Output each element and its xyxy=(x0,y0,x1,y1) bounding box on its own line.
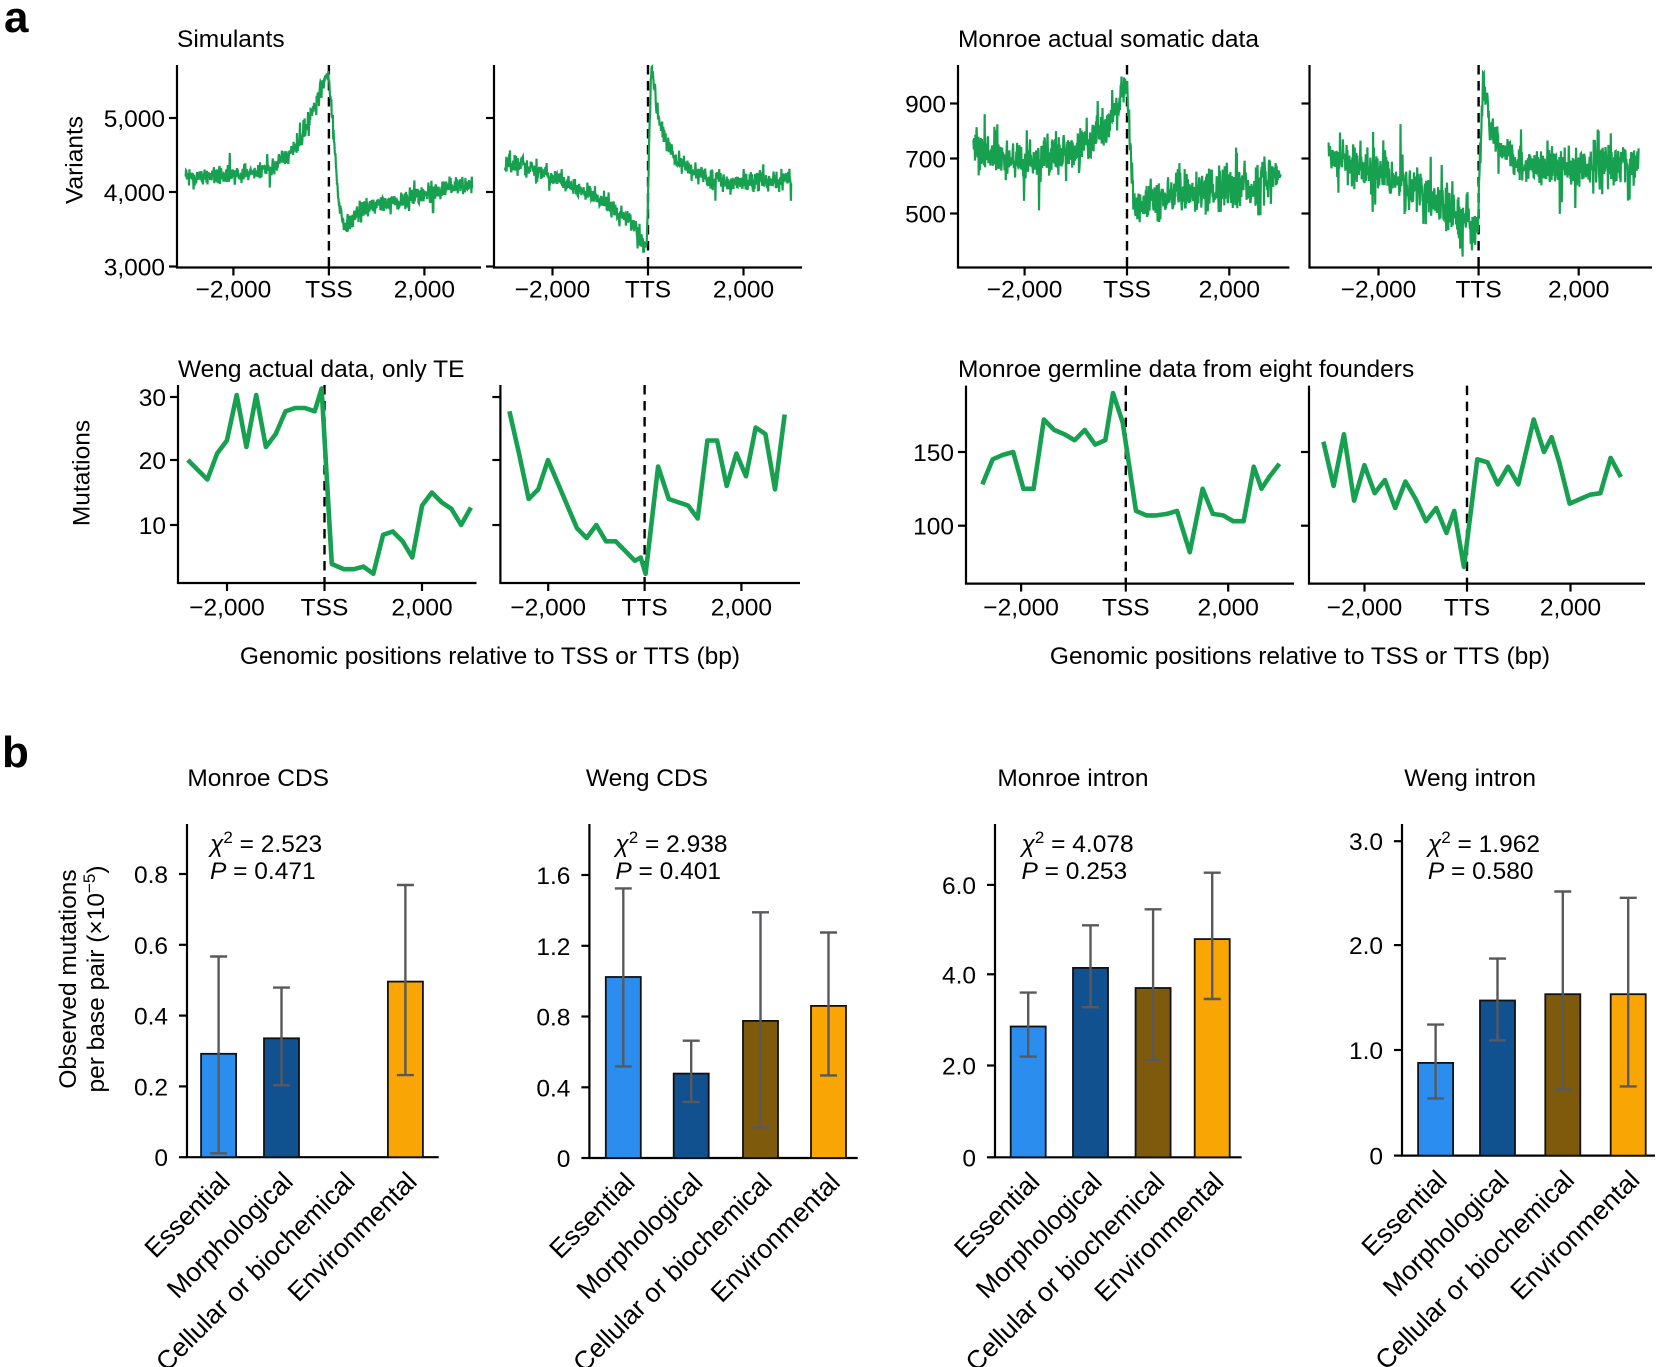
svg-text:5,000: 5,000 xyxy=(104,106,165,133)
svg-text:b: b xyxy=(2,728,29,777)
svg-text:−2,000: −2,000 xyxy=(196,277,272,304)
svg-text:Monroe CDS: Monroe CDS xyxy=(187,765,329,792)
svg-text:−2,000: −2,000 xyxy=(1327,594,1403,621)
svg-text:−2,000: −2,000 xyxy=(1341,277,1417,304)
svg-text:Variants: Variants xyxy=(62,116,89,204)
svg-text:Monroe intron: Monroe intron xyxy=(997,765,1148,792)
svg-text:2,000: 2,000 xyxy=(391,594,452,621)
svg-text:a: a xyxy=(4,0,29,42)
svg-text:χ2 = 4.078: χ2 = 4.078 xyxy=(1020,828,1134,858)
svg-text:TTS: TTS xyxy=(621,594,667,621)
svg-text:1.6: 1.6 xyxy=(536,863,570,890)
svg-text:−2,000: −2,000 xyxy=(515,277,591,304)
svg-text:TSS: TSS xyxy=(1103,277,1151,304)
svg-text:0.8: 0.8 xyxy=(134,862,168,889)
svg-text:6.0: 6.0 xyxy=(942,873,976,900)
svg-text:2,000: 2,000 xyxy=(711,594,772,621)
svg-text:2,000: 2,000 xyxy=(1198,594,1259,621)
svg-text:Monroe germline data from eigh: Monroe germline data from eight founders xyxy=(958,356,1414,383)
svg-text:4.0: 4.0 xyxy=(942,962,976,989)
svg-text:−2,000: −2,000 xyxy=(510,594,586,621)
svg-text:0: 0 xyxy=(962,1145,976,1172)
svg-text:0: 0 xyxy=(557,1146,571,1173)
svg-text:2,000: 2,000 xyxy=(1548,277,1609,304)
svg-text:P = 0.253: P = 0.253 xyxy=(1022,858,1128,885)
svg-text:0.8: 0.8 xyxy=(536,1005,570,1032)
svg-text:3.0: 3.0 xyxy=(1349,829,1383,856)
svg-text:P = 0.471: P = 0.471 xyxy=(210,858,316,885)
svg-text:100: 100 xyxy=(913,514,954,541)
svg-text:0.2: 0.2 xyxy=(134,1074,168,1101)
svg-text:TTS: TTS xyxy=(1455,277,1501,304)
svg-text:χ2 = 1.962: χ2 = 1.962 xyxy=(1426,828,1540,858)
svg-text:P = 0.580: P = 0.580 xyxy=(1428,858,1534,885)
svg-text:P = 0.401: P = 0.401 xyxy=(615,858,721,885)
svg-text:Simulants: Simulants xyxy=(177,26,285,53)
svg-text:TSS: TSS xyxy=(305,277,353,304)
svg-text:900: 900 xyxy=(905,92,946,119)
svg-text:1.2: 1.2 xyxy=(536,934,570,961)
svg-text:700: 700 xyxy=(905,147,946,174)
svg-text:Monroe actual somatic data: Monroe actual somatic data xyxy=(958,26,1259,53)
svg-text:10: 10 xyxy=(139,513,166,540)
svg-text:TTS: TTS xyxy=(625,277,671,304)
svg-text:−2,000: −2,000 xyxy=(983,594,1059,621)
svg-text:TSS: TSS xyxy=(1102,594,1150,621)
svg-text:TTS: TTS xyxy=(1444,594,1490,621)
svg-text:Weng CDS: Weng CDS xyxy=(586,765,708,792)
svg-text:500: 500 xyxy=(905,202,946,229)
svg-text:2.0: 2.0 xyxy=(1349,933,1383,960)
svg-text:χ2 = 2.523: χ2 = 2.523 xyxy=(208,828,322,858)
svg-text:−2,000: −2,000 xyxy=(987,277,1063,304)
svg-text:20: 20 xyxy=(139,448,166,475)
svg-text:4,000: 4,000 xyxy=(104,180,165,207)
svg-text:0.6: 0.6 xyxy=(134,933,168,960)
svg-text:2,000: 2,000 xyxy=(1199,277,1260,304)
svg-text:Genomic positions relative to: Genomic positions relative to TSS or TTS… xyxy=(240,643,740,670)
svg-text:2,000: 2,000 xyxy=(394,277,455,304)
svg-text:0.4: 0.4 xyxy=(536,1075,570,1102)
svg-text:30: 30 xyxy=(139,385,166,412)
svg-text:Weng intron: Weng intron xyxy=(1404,765,1536,792)
svg-text:0: 0 xyxy=(154,1145,168,1172)
svg-text:0.4: 0.4 xyxy=(134,1004,168,1031)
svg-text:2.0: 2.0 xyxy=(942,1054,976,1081)
svg-text:Genomic positions relative to: Genomic positions relative to TSS or TTS… xyxy=(1050,643,1550,670)
svg-text:3,000: 3,000 xyxy=(104,255,165,282)
svg-text:150: 150 xyxy=(913,440,954,467)
svg-text:Observed mutations: Observed mutations xyxy=(55,869,82,1088)
svg-text:TSS: TSS xyxy=(301,594,349,621)
svg-text:2,000: 2,000 xyxy=(713,277,774,304)
svg-text:−2,000: −2,000 xyxy=(189,594,265,621)
svg-text:χ2 = 2.938: χ2 = 2.938 xyxy=(613,828,727,858)
svg-text:Mutations: Mutations xyxy=(69,420,96,526)
svg-text:2,000: 2,000 xyxy=(1540,594,1601,621)
svg-text:0: 0 xyxy=(1369,1144,1383,1171)
svg-text:per base pair (×10−5): per base pair (×10−5) xyxy=(80,865,110,1092)
svg-text:1.0: 1.0 xyxy=(1349,1038,1383,1065)
svg-text:Weng actual data, only TE: Weng actual data, only TE xyxy=(178,356,464,383)
